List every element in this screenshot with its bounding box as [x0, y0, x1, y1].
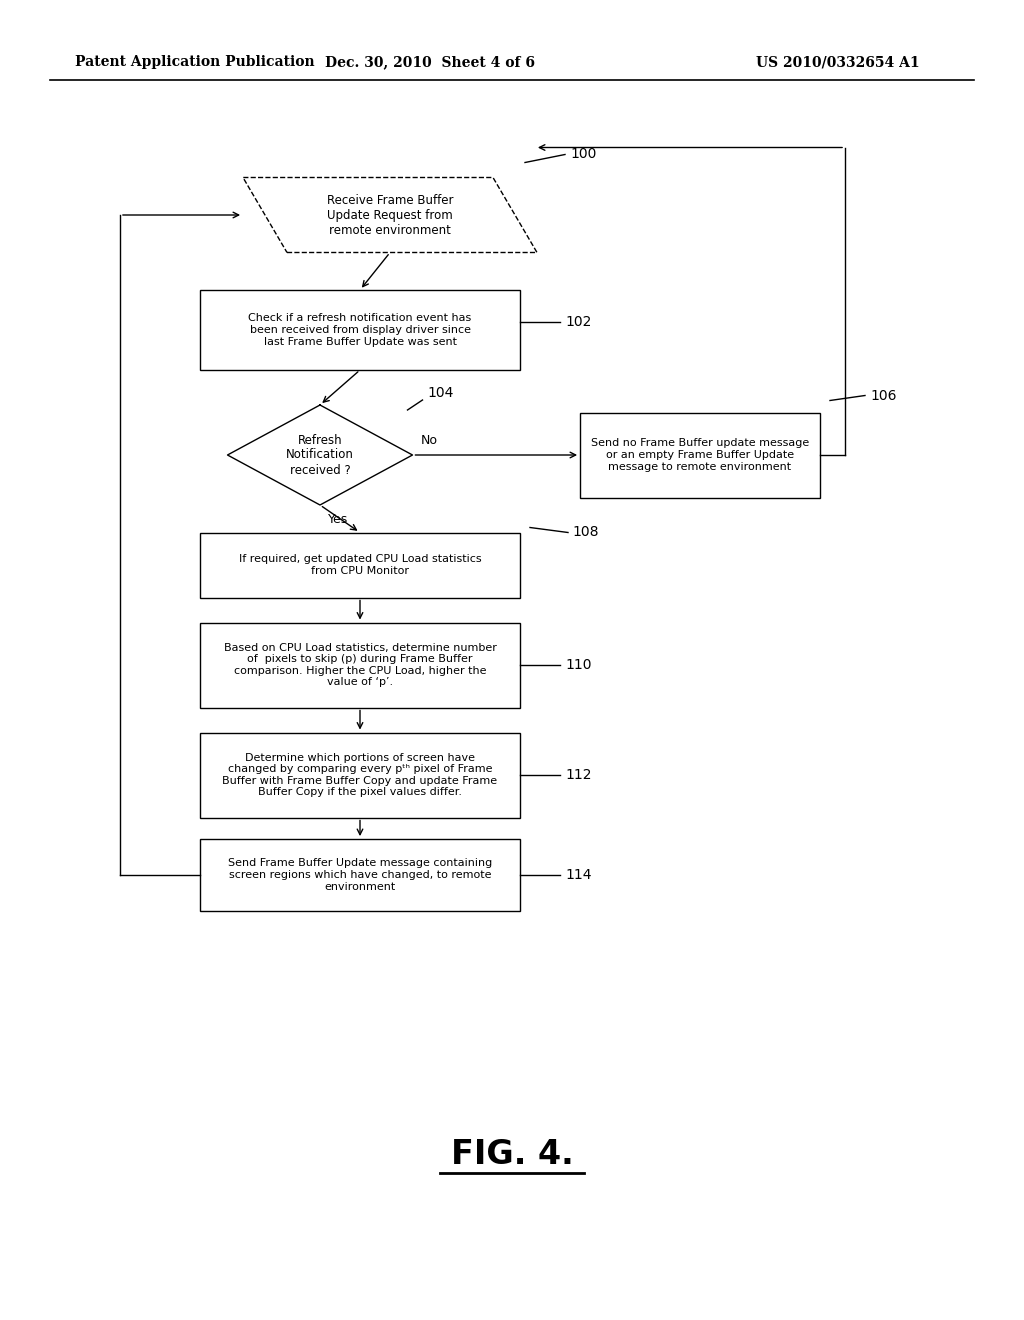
- Text: 102: 102: [565, 315, 592, 329]
- Text: Dec. 30, 2010  Sheet 4 of 6: Dec. 30, 2010 Sheet 4 of 6: [325, 55, 535, 69]
- Bar: [200, 623, 520, 708]
- Bar: [200, 290, 520, 370]
- Text: Yes: Yes: [328, 513, 348, 525]
- Text: 110: 110: [565, 657, 592, 672]
- Text: If required, get updated CPU Load statistics
from CPU Monitor: If required, get updated CPU Load statis…: [239, 554, 481, 576]
- Text: Receive Frame Buffer
Update Request from
remote environment: Receive Frame Buffer Update Request from…: [327, 194, 454, 236]
- Text: 106: 106: [870, 388, 896, 403]
- Text: 108: 108: [572, 525, 598, 540]
- Text: Determine which portions of screen have
changed by comparing every pᵗʰ pixel of : Determine which portions of screen have …: [222, 752, 498, 797]
- Text: No: No: [421, 434, 437, 447]
- Bar: [200, 733, 520, 817]
- Bar: [580, 412, 820, 498]
- Text: US 2010/0332654 A1: US 2010/0332654 A1: [757, 55, 920, 69]
- Text: Send Frame Buffer Update message containing
screen regions which have changed, t: Send Frame Buffer Update message contain…: [228, 858, 493, 891]
- Text: Based on CPU Load statistics, determine number
of  pixels to skip (p) during Fra: Based on CPU Load statistics, determine …: [223, 643, 497, 688]
- Polygon shape: [227, 405, 413, 506]
- Text: 112: 112: [565, 768, 592, 781]
- Text: Check if a refresh notification event has
been received from display driver sinc: Check if a refresh notification event ha…: [249, 313, 472, 347]
- Bar: [200, 532, 520, 598]
- Text: Patent Application Publication: Patent Application Publication: [75, 55, 314, 69]
- Text: 104: 104: [427, 385, 454, 400]
- Bar: [200, 840, 520, 911]
- Text: Send no Frame Buffer update message
or an empty Frame Buffer Update
message to r: Send no Frame Buffer update message or a…: [591, 438, 809, 471]
- Text: 100: 100: [570, 148, 596, 161]
- Text: FIG. 4.: FIG. 4.: [451, 1138, 573, 1172]
- Text: 114: 114: [565, 869, 592, 882]
- Text: Refresh
Notification
received ?: Refresh Notification received ?: [286, 433, 354, 477]
